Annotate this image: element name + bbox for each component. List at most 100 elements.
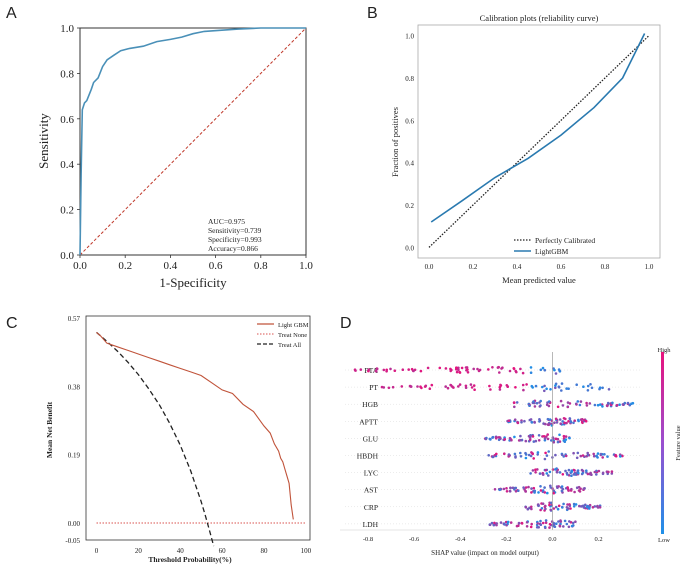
shap-point	[561, 506, 564, 509]
x-tick-label-c: 0	[95, 547, 99, 555]
legend-label-lightgbm-c: Light GBM	[278, 322, 309, 329]
shap-point	[554, 505, 558, 509]
shap-point	[507, 419, 511, 423]
shap-point	[519, 367, 522, 371]
shap-point	[573, 419, 576, 423]
shap-point	[595, 473, 598, 476]
x-axis-label-d: SHAP value (impact on model output)	[431, 549, 539, 557]
shap-point	[558, 418, 562, 421]
shap-point	[539, 523, 543, 526]
shap-point	[572, 451, 575, 455]
shap-point	[487, 368, 490, 371]
shap-point	[567, 489, 570, 492]
shap-point	[593, 403, 597, 407]
shap-point	[615, 403, 619, 407]
shap-point	[385, 370, 388, 373]
shap-point	[567, 420, 570, 423]
shap-point	[457, 368, 460, 372]
shap-point	[484, 437, 488, 441]
feature-label-hbdh: HBDH	[357, 452, 379, 461]
shap-point	[557, 520, 560, 523]
plot-frame-a	[79, 27, 307, 256]
shap-point	[512, 367, 516, 371]
feature-label-lyc: LYC	[364, 469, 378, 478]
shap-point	[559, 422, 562, 426]
shap-point	[579, 400, 583, 403]
shap-point	[499, 521, 503, 524]
shap-point	[375, 367, 379, 371]
shap-point	[562, 417, 566, 420]
shap-point	[513, 435, 516, 439]
x-tick-label-d: 0.0	[548, 536, 556, 543]
shap-point	[548, 526, 551, 529]
shap-point	[576, 400, 580, 403]
shap-point	[537, 491, 540, 494]
shap-point	[524, 506, 528, 509]
shap-point	[544, 451, 547, 455]
shap-point	[539, 399, 542, 403]
shap-point	[599, 403, 602, 406]
shap-point	[541, 366, 545, 370]
x-tick-label-a: 0.6	[209, 260, 223, 272]
shap-point	[460, 366, 464, 370]
shap-point	[592, 454, 596, 458]
shap-point	[539, 485, 542, 488]
shap-point	[488, 384, 491, 388]
panel-b: B Calibration plots (reliability curve) …	[367, 5, 661, 285]
shap-point	[558, 524, 562, 528]
annotation-sensitivity: Sensitivity=0.739	[208, 226, 261, 235]
shap-point	[493, 521, 496, 525]
y-axis-label-a: Sensitivity	[36, 113, 51, 169]
y-axis-label-c: Mean Net Benefit	[45, 401, 54, 458]
shap-point	[537, 434, 541, 437]
shap-point	[536, 453, 539, 456]
shap-point	[576, 469, 580, 472]
legend-label-perfect: Perfectly Calibrated	[535, 236, 595, 245]
panel-label-b: B	[367, 5, 378, 22]
shap-point	[572, 502, 576, 506]
shap-point	[548, 522, 552, 526]
shap-point	[586, 472, 590, 476]
shap-point	[564, 454, 568, 458]
shap-point	[513, 418, 517, 422]
y-tick-label-c: 0.38	[68, 383, 81, 391]
shap-point	[472, 367, 476, 371]
shap-point	[526, 507, 530, 511]
x-axis-label-c: Threshold Probability(%)	[148, 555, 232, 564]
shap-point	[545, 454, 549, 457]
shap-point	[543, 457, 547, 461]
shap-point	[570, 524, 574, 528]
shap-point	[593, 470, 597, 474]
shap-point	[607, 402, 610, 405]
plot-frame-c	[85, 315, 311, 541]
shap-point	[552, 441, 556, 444]
y-tick-label-b: 0.2	[405, 202, 414, 210]
panel-label-d: D	[340, 315, 352, 332]
shap-point	[430, 383, 434, 387]
shap-point	[557, 485, 560, 488]
x-tick-label-b: 0.0	[425, 263, 434, 271]
shap-point	[618, 403, 621, 407]
shap-point	[530, 522, 533, 526]
shap-point	[567, 468, 571, 472]
shap-point	[543, 384, 546, 388]
shap-point	[499, 384, 503, 387]
shap-point	[530, 507, 533, 511]
y-tick-label-a: 0.0	[60, 250, 74, 262]
shap-point	[581, 421, 584, 425]
shap-point	[563, 519, 567, 523]
shap-point	[514, 386, 517, 389]
shap-point	[589, 383, 592, 386]
x-tick-label-c: 100	[301, 547, 312, 555]
shap-point	[531, 435, 535, 438]
shap-point	[560, 453, 564, 457]
shap-point	[562, 525, 565, 528]
shap-point	[543, 525, 547, 529]
shap-point	[545, 472, 549, 475]
shap-point	[455, 366, 458, 370]
shap-point	[537, 439, 541, 442]
shap-point	[547, 400, 551, 403]
shap-point	[585, 404, 589, 407]
shap-point	[524, 439, 528, 443]
shap-point	[455, 370, 459, 374]
